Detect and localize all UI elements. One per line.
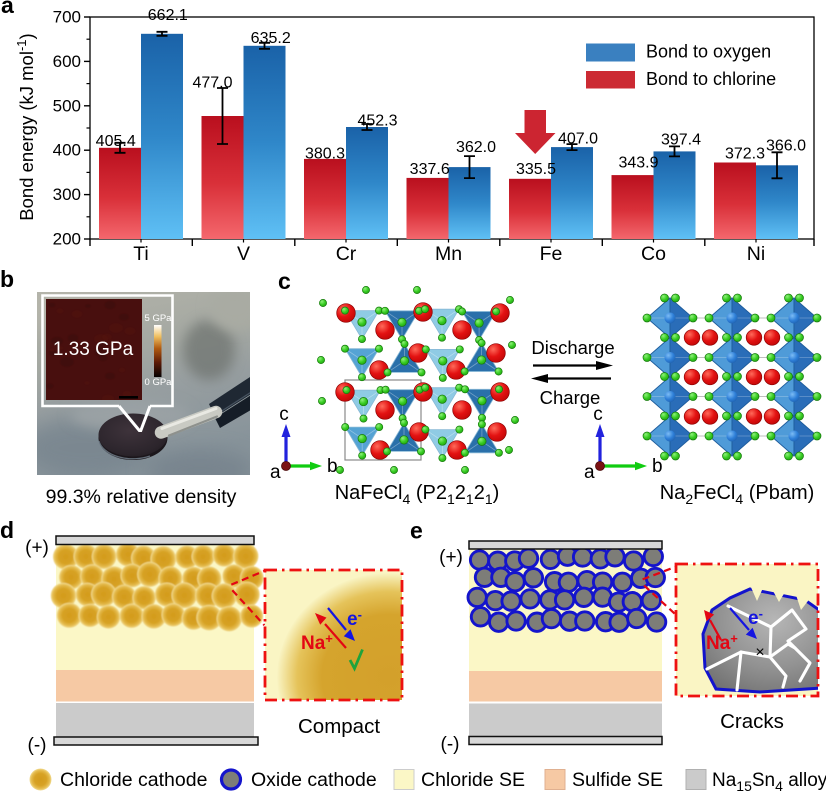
svg-text:(-): (-)	[28, 735, 47, 756]
svg-text:b: b	[327, 456, 338, 477]
svg-text:337.6: 337.6	[410, 161, 450, 178]
svg-text:Na15Sn4 alloy: Na15Sn4 alloy	[712, 770, 826, 793]
svg-text:(+): (+)	[439, 547, 463, 568]
svg-text:e: e	[410, 518, 423, 544]
svg-text:Fe: Fe	[540, 243, 563, 265]
svg-text:366.0: 366.0	[766, 138, 806, 155]
svg-text:Bond to chlorine: Bond to chlorine	[646, 69, 776, 89]
svg-text:b: b	[652, 456, 663, 477]
svg-text:×: ×	[755, 644, 764, 661]
svg-text:662.1: 662.1	[148, 7, 188, 24]
svg-text:(-): (-)	[441, 734, 460, 755]
svg-text:300: 300	[53, 185, 81, 204]
svg-text:NaFeCl4 (P212121): NaFeCl4 (P212121)	[335, 482, 500, 507]
svg-text:c: c	[279, 404, 289, 425]
svg-text:Mn: Mn	[435, 243, 462, 265]
svg-text:Na+: Na+	[706, 631, 738, 654]
svg-text:99.3% relative density: 99.3% relative density	[46, 486, 237, 508]
svg-text:405.4: 405.4	[96, 133, 136, 150]
svg-text:Co: Co	[641, 243, 666, 265]
svg-text:500: 500	[53, 96, 81, 115]
svg-text:Compact: Compact	[298, 715, 380, 738]
svg-text:Ti: Ti	[133, 243, 149, 265]
svg-text:(+): (+)	[25, 538, 49, 559]
svg-text:Discharge: Discharge	[531, 337, 614, 358]
svg-text:5 GPa: 5 GPa	[145, 313, 173, 324]
svg-text:1.33 GPa: 1.33 GPa	[53, 339, 134, 360]
svg-text:d: d	[0, 517, 14, 543]
svg-text:200: 200	[53, 230, 81, 249]
svg-text:0 GPa: 0 GPa	[145, 377, 173, 388]
svg-text:Cr: Cr	[336, 243, 357, 265]
svg-text:Bond to oxygen: Bond to oxygen	[646, 42, 771, 62]
svg-text:477.0: 477.0	[192, 75, 232, 92]
svg-text:372.3: 372.3	[725, 146, 765, 163]
svg-text:407.0: 407.0	[558, 131, 598, 148]
svg-text:Na2FeCl4 (Pbam): Na2FeCl4 (Pbam)	[660, 482, 815, 507]
svg-text:Cracks: Cracks	[720, 710, 784, 733]
svg-text:362.0: 362.0	[456, 139, 496, 156]
svg-text:452.3: 452.3	[357, 113, 397, 130]
svg-text:600: 600	[53, 52, 81, 71]
svg-text:635.2: 635.2	[251, 30, 291, 47]
svg-text:335.5: 335.5	[516, 161, 556, 178]
svg-text:a: a	[584, 462, 595, 483]
svg-text:Bond energy (kJ mol-1): Bond energy (kJ mol-1)	[14, 33, 37, 220]
svg-text:Sulfide SE: Sulfide SE	[572, 769, 663, 791]
svg-text:Na+: Na+	[301, 631, 333, 654]
svg-text:397.4: 397.4	[661, 132, 701, 149]
svg-text:380.3: 380.3	[305, 146, 345, 163]
svg-text:a: a	[1, 0, 14, 18]
svg-text:a: a	[270, 462, 281, 483]
svg-text:Charge: Charge	[540, 387, 601, 408]
svg-text:Chloride SE: Chloride SE	[421, 769, 525, 791]
svg-text:c: c	[593, 404, 603, 425]
svg-text:343.9: 343.9	[618, 155, 658, 172]
svg-text:c: c	[278, 268, 291, 294]
svg-text:400: 400	[53, 141, 81, 160]
svg-text:V: V	[237, 243, 250, 265]
svg-text:Oxide cathode: Oxide cathode	[251, 769, 377, 791]
svg-text:700: 700	[53, 8, 81, 27]
svg-text:Chloride cathode: Chloride cathode	[60, 769, 207, 791]
svg-text:b: b	[0, 266, 14, 292]
svg-text:Ni: Ni	[747, 243, 765, 265]
